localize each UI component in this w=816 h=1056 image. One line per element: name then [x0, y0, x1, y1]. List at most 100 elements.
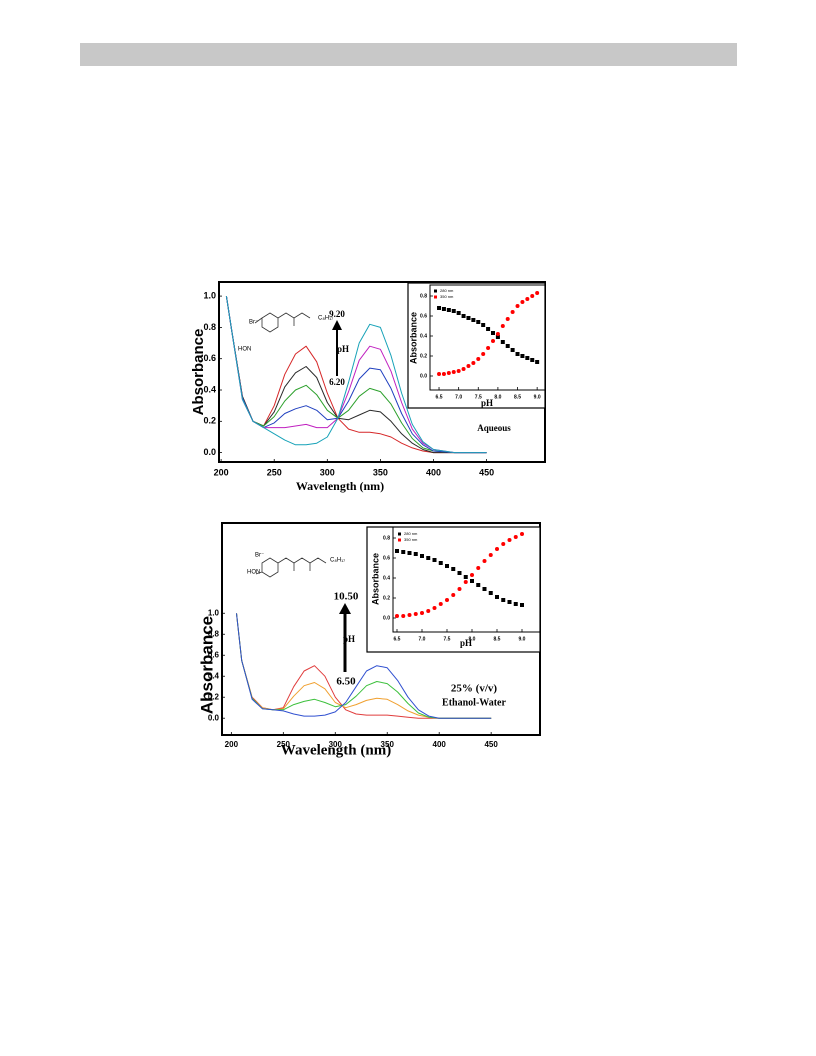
data-point: [413, 612, 418, 616]
data-point: [466, 316, 471, 320]
structure-drawing: [255, 557, 327, 578]
data-point: [530, 294, 535, 298]
data-point: [463, 580, 468, 584]
x-tick-label: 7.0: [419, 636, 426, 642]
x-axis-label: Wavelength (nm): [296, 479, 384, 493]
x-tick-label: 300: [320, 467, 335, 477]
data-point: [501, 542, 506, 546]
y-tick-label: 0.4: [420, 333, 427, 339]
data-point: [495, 332, 500, 336]
x-tick-label: 8.5: [494, 636, 501, 642]
data-point: [500, 324, 505, 328]
structure-label: HON: [238, 347, 251, 353]
y-tick-label: 0.2: [383, 595, 390, 601]
ph-arrow: [339, 603, 351, 672]
data-point: [476, 583, 481, 587]
x-axis-label: pH: [481, 398, 493, 408]
data-point: [407, 551, 412, 555]
data-point: [441, 372, 446, 376]
annotation: pH: [337, 344, 349, 354]
data-point: [420, 611, 424, 615]
structure-drawing: [254, 312, 311, 333]
y-tick-label: 0.6: [203, 353, 216, 363]
x-axis-label: pH: [460, 638, 472, 648]
data-point: [441, 307, 446, 311]
data-point: [461, 314, 466, 318]
data-point: [505, 317, 510, 321]
data-point: [438, 561, 443, 565]
chart: 200 250 300 350 400 450 0.0 0.2 0.4 0.6 0.8 1.0 Wave…: [190, 281, 546, 493]
inset-chart: 6.5 7.0 7.5 8.0 8.5 9.0 0.0 0.2 0.4 0.6 0.8 pH Absor…: [407, 282, 546, 409]
data-point: [520, 354, 525, 358]
data-point: [513, 602, 518, 606]
data-point: [505, 344, 510, 348]
x-tick-label: 250: [267, 467, 282, 477]
data-point: [451, 593, 456, 597]
structure-label: Br⁻: [249, 320, 258, 326]
y-tick-label: 0.8: [208, 629, 220, 638]
data-point: [451, 567, 456, 571]
legend-label: 280 nm: [404, 531, 418, 536]
x-tick-label: 450: [479, 467, 494, 477]
x-tick-label: 6.5: [394, 636, 401, 642]
data-point: [520, 603, 524, 607]
y-tick-label: 0.6: [420, 313, 427, 319]
x-tick-label: 300: [329, 740, 343, 749]
data-point: [525, 297, 530, 301]
spectrum-line: [225, 296, 487, 454]
x-tick-label: 7.0: [455, 394, 462, 400]
data-point: [470, 579, 474, 583]
y-tick-label: 0.2: [420, 353, 427, 359]
x-tick-label: 200: [225, 740, 239, 749]
data-point: [407, 613, 412, 617]
annotation: pH: [343, 634, 355, 644]
data-point: [437, 372, 442, 376]
structure-label: HON: [247, 570, 260, 576]
data-point: [488, 553, 493, 557]
data-point: [500, 340, 505, 344]
annotation: Aqueous: [477, 423, 511, 433]
legend-label: 280 nm: [440, 288, 454, 293]
data-point: [456, 311, 461, 315]
data-point: [482, 559, 487, 563]
inset-box: [366, 526, 541, 653]
y-tick-label: 0.4: [208, 671, 220, 680]
data-point: [513, 535, 518, 539]
data-point: [451, 370, 456, 374]
data-point: [445, 598, 449, 602]
data-point: [501, 598, 506, 602]
y-tick-label: 0.2: [203, 416, 216, 426]
annotation: 10.50: [334, 591, 359, 603]
annotation: 25% (v/v): [451, 683, 497, 695]
data-point: [401, 614, 406, 618]
x-tick-label: 9.0: [519, 636, 526, 642]
x-tick-label: 9.0: [534, 394, 541, 400]
y-tick-label: 0.4: [203, 384, 216, 394]
data-point: [482, 587, 487, 591]
data-point: [445, 564, 449, 568]
plot-frame: [392, 526, 541, 633]
data-point: [486, 327, 491, 331]
y-tick-label: 0.6: [383, 555, 390, 561]
data-point: [535, 291, 540, 295]
legend-marker: [434, 289, 437, 293]
data-point: [426, 609, 431, 613]
data-point: [438, 602, 443, 606]
x-tick-label: 8.5: [514, 394, 521, 400]
structure-label: C₈H₁₇: [330, 558, 345, 564]
annotation: 6.20: [329, 377, 345, 387]
data-point: [432, 558, 437, 562]
y-tick-label: 0.8: [420, 293, 427, 299]
x-tick-label: 350: [373, 467, 388, 477]
x-tick-label: 7.5: [444, 636, 451, 642]
structure-label: Br⁻: [255, 553, 264, 559]
plot-frame: [429, 284, 546, 391]
y-tick-label: 0.4: [383, 575, 390, 581]
legend-marker: [398, 538, 401, 542]
legend-label: 350 nm: [404, 537, 418, 542]
y-tick-label: 0.0: [420, 373, 427, 379]
x-tick-label: 400: [426, 467, 441, 477]
data-point: [456, 369, 461, 373]
annotation: 9.20: [329, 309, 345, 319]
data-point: [488, 591, 493, 595]
